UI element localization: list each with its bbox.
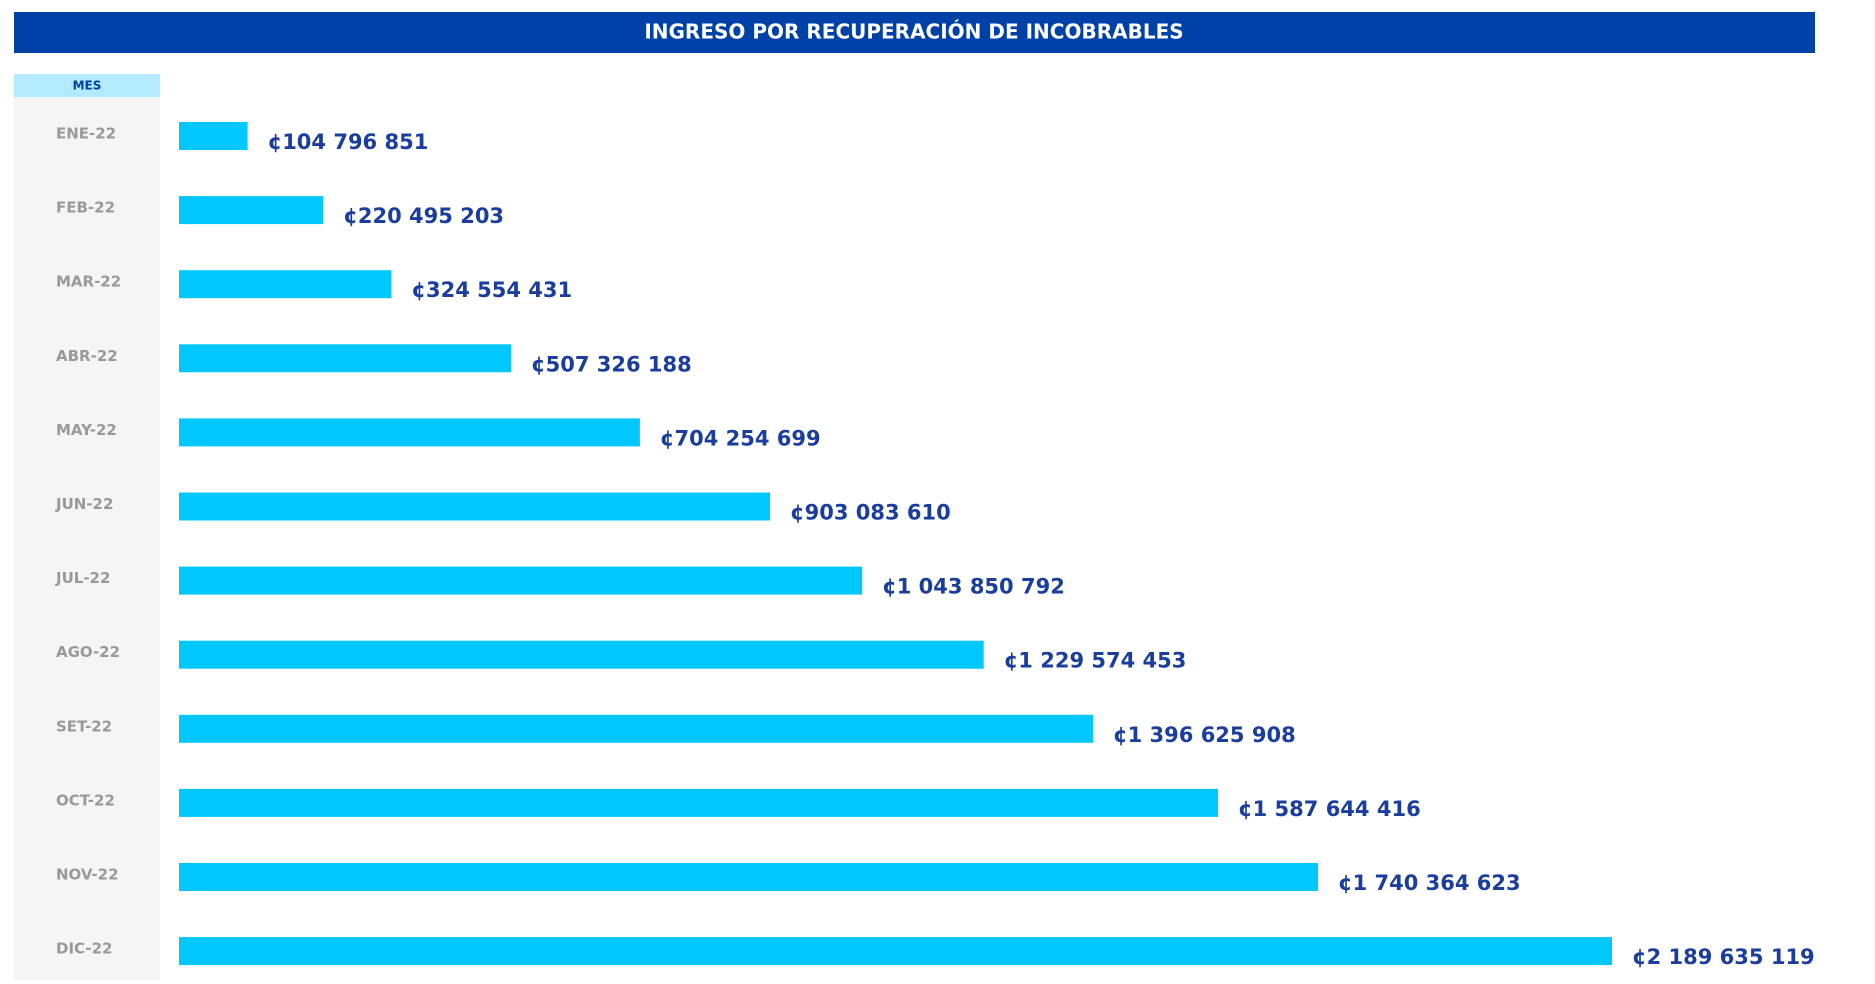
category-label: OCT-22 xyxy=(56,791,115,809)
bar xyxy=(179,122,248,150)
category-label: MAY-22 xyxy=(56,421,117,439)
bar xyxy=(179,863,1318,891)
bar xyxy=(179,788,1219,817)
bar xyxy=(179,640,984,669)
category-label: SET-22 xyxy=(56,717,112,735)
data-label: ¢1 229 574 453 xyxy=(1004,649,1187,673)
data-label: ¢324 554 431 xyxy=(411,278,572,302)
category-label: AGO-22 xyxy=(56,643,120,661)
category-label: ABR-22 xyxy=(56,347,118,365)
bar xyxy=(179,937,1612,966)
data-label: ¢104 796 851 xyxy=(268,130,429,154)
category-header-bg xyxy=(14,74,160,97)
category-column xyxy=(14,97,160,980)
data-label: ¢1 396 625 908 xyxy=(1113,723,1296,747)
category-label: JUL-22 xyxy=(55,569,110,587)
category-label: NOV-22 xyxy=(56,866,119,884)
bar xyxy=(179,344,512,373)
data-label: ¢903 083 610 xyxy=(790,501,951,525)
bar xyxy=(179,270,392,299)
data-label: ¢507 326 188 xyxy=(531,352,692,376)
bar xyxy=(179,418,640,447)
category-label: FEB-22 xyxy=(56,199,115,217)
category-label: ENE-22 xyxy=(56,125,116,143)
data-label: ¢1 587 644 416 xyxy=(1238,797,1421,821)
bar xyxy=(179,566,863,595)
chart-title: INGRESO POR RECUPERACIÓN DE INCOBRABLES xyxy=(644,20,1183,44)
bar xyxy=(179,714,1094,743)
bar xyxy=(179,196,324,225)
category-label: DIC-22 xyxy=(56,940,112,958)
title-bar xyxy=(14,12,1815,53)
category-header: MES xyxy=(73,79,102,93)
data-label: ¢220 495 203 xyxy=(343,204,504,228)
category-label: JUN-22 xyxy=(55,495,113,513)
bar xyxy=(179,492,771,521)
data-label: ¢704 254 699 xyxy=(660,426,821,450)
data-label: ¢2 189 635 119 xyxy=(1632,945,1815,969)
data-label: ¢1 043 850 792 xyxy=(882,575,1065,599)
category-label: MAR-22 xyxy=(56,273,121,291)
data-label: ¢1 740 364 623 xyxy=(1338,871,1521,895)
